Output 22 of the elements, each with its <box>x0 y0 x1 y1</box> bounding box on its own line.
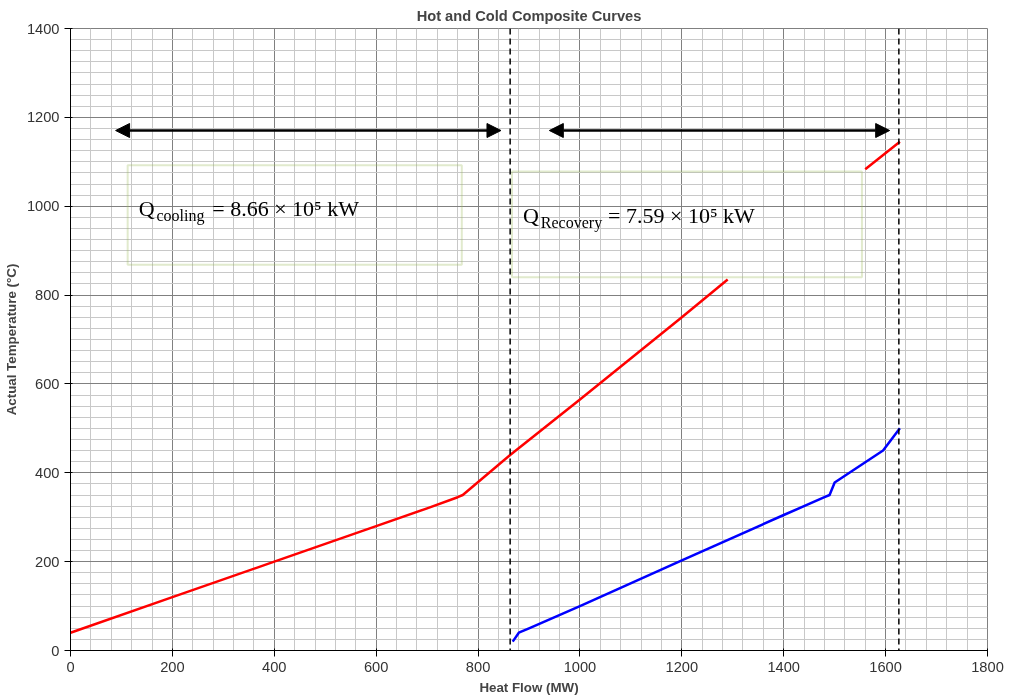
line-series <box>511 427 902 643</box>
x-tick-label: 600 <box>363 658 389 675</box>
x-tick-label: 200 <box>160 658 185 675</box>
y-tick-label: 1400 <box>26 20 60 37</box>
y-tick-label: 1200 <box>26 109 60 126</box>
y-tick-label: 400 <box>35 464 60 481</box>
y-tick-label: 1000 <box>26 198 60 215</box>
x-tick-label: 1400 <box>767 658 801 675</box>
x-tick-label: 800 <box>465 658 491 675</box>
chart-title: Hot and Cold Composite Curves <box>416 7 642 24</box>
y-tick-label: 200 <box>35 553 60 570</box>
x-tick-label: 1600 <box>869 658 902 675</box>
x-axis-title: Heat Flow (MW) <box>479 679 579 695</box>
x-tick-label: 1800 <box>971 658 1004 675</box>
x-tick-label: 1000 <box>563 658 597 675</box>
x-tick-label: 1200 <box>665 658 699 675</box>
y-tick-label: 800 <box>35 287 60 304</box>
x-tick-label: 0 <box>66 658 75 675</box>
y-tick-label: 0 <box>51 642 60 659</box>
y-tick-label: 600 <box>35 375 60 392</box>
x-tick-label: 400 <box>262 658 287 675</box>
y-axis-title: Actual Temperature (°C) <box>3 263 19 416</box>
